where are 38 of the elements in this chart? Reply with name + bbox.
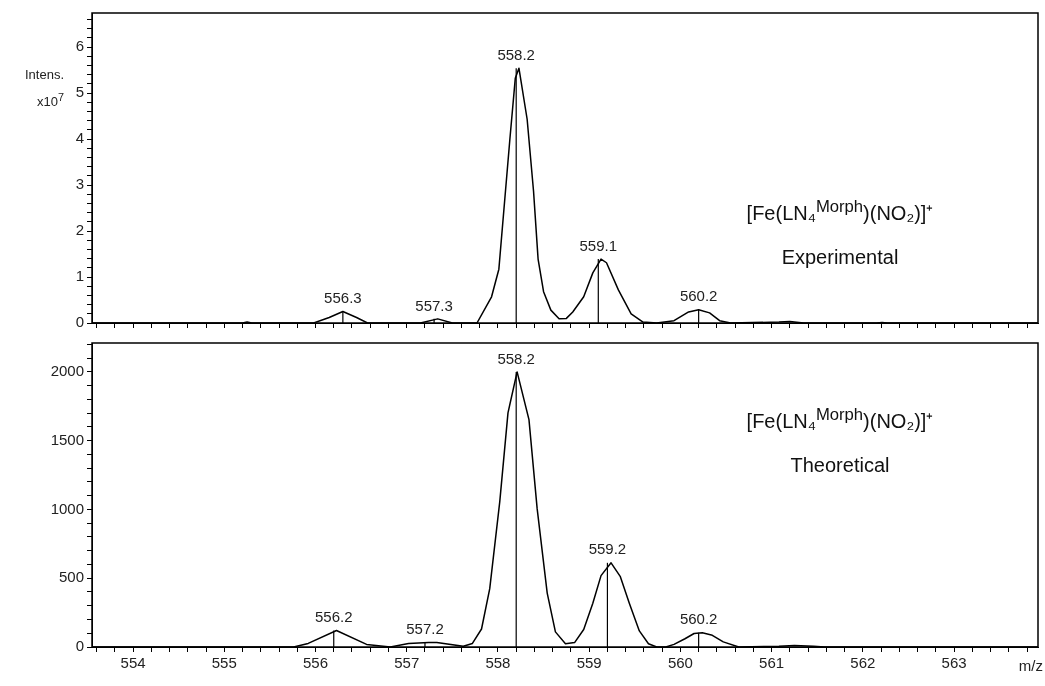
- y-tick-label: 1: [75, 267, 84, 285]
- x-tick-label: 563: [941, 654, 967, 672]
- annotation: [Fe(LN₄$^{Morph}$)(NO₂)]⁺: [745, 196, 935, 226]
- annotation: [Fe(LN₄$^{Morph}$)(NO₂)]⁺: [745, 404, 935, 434]
- annotation: 558.2: [497, 45, 535, 63]
- y-tick-label: 3: [75, 175, 84, 193]
- y-tick-label: 1000: [50, 499, 84, 517]
- annotation: Experimental: [780, 244, 900, 270]
- annotation: Theoretical: [789, 452, 891, 478]
- annotation: 557.3: [415, 296, 453, 314]
- y-tick-label: 2: [75, 221, 84, 239]
- x-tick-label: 561: [759, 654, 785, 672]
- y-tick-label: 6: [75, 37, 84, 55]
- annotation: 559.2: [588, 540, 627, 558]
- y-tick-label: 0: [75, 313, 84, 331]
- y-tick-label: 4: [75, 129, 84, 147]
- y-tick-label: 0: [75, 637, 84, 655]
- x-axis-title: m/z: [1018, 657, 1043, 674]
- annotation: 560.2: [679, 287, 718, 305]
- annotation: 559.1: [579, 236, 618, 254]
- x-tick-label: 556: [302, 654, 329, 672]
- x-tick-label: 557: [394, 654, 420, 672]
- x-tick-label: 555: [211, 654, 237, 672]
- y-tick-label: 1500: [50, 430, 84, 448]
- x-tick-label: 562: [850, 654, 876, 672]
- x-tick-label: 558: [485, 654, 511, 672]
- y-tick-label: 2000: [50, 362, 84, 380]
- annotation: 556.3: [324, 289, 362, 307]
- x-tick-label: 559: [576, 654, 602, 672]
- y-tick-label: 500: [58, 568, 84, 586]
- x-tick-label: 554: [120, 654, 146, 672]
- y-tick-label: 5: [75, 83, 84, 101]
- annotation: 556.2: [314, 608, 353, 626]
- annotation: 558.2: [497, 349, 535, 367]
- y-axis-title: Intens. x10$^{7}$: [23, 66, 64, 112]
- x-tick-label: 560: [667, 654, 693, 672]
- annotation: 560.2: [679, 610, 718, 628]
- annotation: 557.2: [406, 620, 444, 638]
